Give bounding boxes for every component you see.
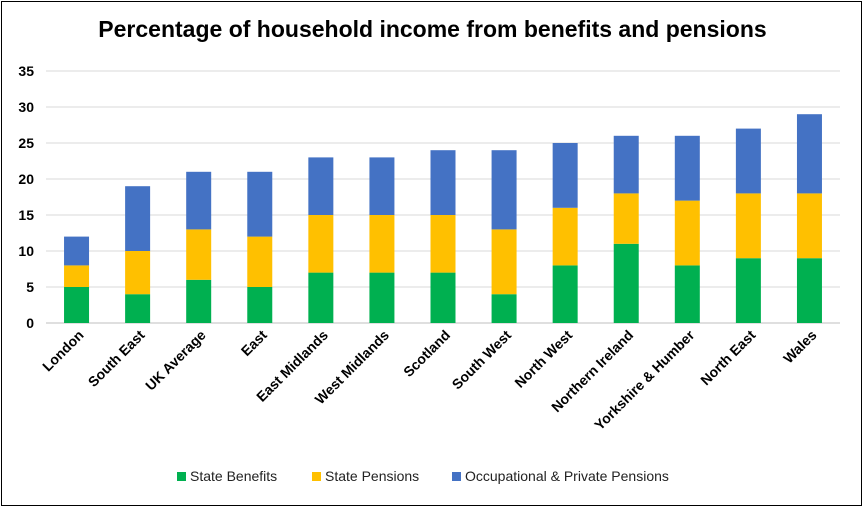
bar-segment	[796, 114, 822, 194]
y-tick-label: 10	[18, 243, 34, 259]
bar-segment	[369, 272, 395, 323]
legend-swatch	[452, 472, 461, 481]
bar-segment	[308, 215, 334, 273]
x-tick-label: South East	[85, 327, 148, 390]
bar-segment	[369, 215, 395, 273]
bar-segment	[247, 236, 273, 287]
bar-segment	[735, 193, 761, 259]
legend-label: State Benefits	[190, 468, 277, 484]
chart-title: Percentage of household income from bene…	[98, 16, 767, 42]
bar-segment	[430, 150, 456, 215]
bar-segment	[491, 294, 517, 323]
legend-label: Occupational & Private Pensions	[465, 468, 669, 484]
bar-segment	[613, 243, 639, 323]
bar-segment	[430, 215, 456, 273]
x-tick-label: North West	[511, 327, 575, 391]
bar-segment	[796, 193, 822, 259]
bar-segment	[552, 143, 578, 208]
bar-segment	[735, 258, 761, 323]
y-tick-label: 30	[18, 99, 34, 115]
bar-segment	[552, 207, 578, 266]
bar-segment	[125, 251, 151, 295]
bar-segment	[125, 186, 151, 251]
legend-swatch	[312, 472, 321, 481]
bar-segment	[674, 200, 700, 266]
legend-label: State Pensions	[325, 468, 419, 484]
y-tick-label: 35	[18, 63, 34, 79]
x-tick-label: London	[39, 327, 87, 375]
x-tick-label: UK Average	[142, 327, 209, 394]
bar-segment	[491, 229, 517, 295]
y-tick-label: 25	[18, 135, 34, 151]
bar-segment	[430, 272, 456, 323]
bar-segment	[369, 157, 395, 215]
x-tick-label: Wales	[780, 327, 820, 367]
x-tick-label: East	[238, 327, 270, 359]
bar-segment	[125, 294, 151, 323]
legend: State Benefits State Pensions Occupational…	[177, 468, 669, 484]
bar-segment	[308, 157, 334, 215]
bar-segment	[613, 193, 639, 244]
bars	[64, 114, 822, 323]
bar-segment	[64, 265, 90, 287]
x-tick-label: Scotland	[400, 327, 453, 380]
bar-segment	[674, 265, 700, 323]
bar-segment	[186, 279, 212, 323]
y-tick-label: 5	[26, 279, 34, 295]
bar-segment	[735, 128, 761, 194]
y-tick-label: 0	[26, 315, 34, 331]
bar-segment	[491, 150, 517, 230]
x-tick-label: North East	[697, 327, 759, 389]
bar-segment	[796, 258, 822, 323]
bar-segment	[186, 171, 212, 230]
bar-segment	[247, 287, 273, 323]
bar-segment	[613, 135, 639, 194]
bar-segment	[186, 229, 212, 280]
y-tick-label: 15	[18, 207, 34, 223]
bar-segment	[308, 272, 334, 323]
bar-segment	[552, 265, 578, 323]
legend-swatch	[177, 472, 186, 481]
bar-segment	[674, 135, 700, 201]
bar-segment	[64, 236, 90, 266]
bar-segment	[247, 171, 273, 237]
y-tick-label: 20	[18, 171, 34, 187]
y-axis-ticks: 0 5 10 15 20 25 30 35	[18, 63, 34, 331]
x-tick-label: Yorkshire & Humber	[591, 326, 698, 433]
bar-segment	[64, 287, 90, 323]
x-tick-label: South West	[449, 327, 515, 393]
